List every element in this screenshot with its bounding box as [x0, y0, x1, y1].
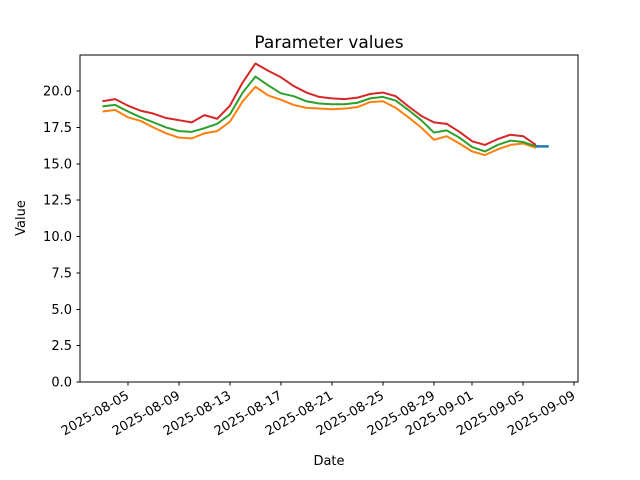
y-tick-label: 12.5 [43, 194, 72, 209]
y-tick-label: 7.5 [51, 266, 72, 281]
y-tick-label: 10.0 [43, 230, 72, 245]
axes-border [79, 54, 579, 383]
y-tick-label: 0.0 [51, 376, 72, 391]
y-tick-label: 17.5 [43, 121, 72, 136]
chart-title: Parameter values [254, 33, 403, 53]
series-line-red [102, 62, 537, 146]
x-axis-label: Date [313, 454, 344, 469]
y-tick-label: 15.0 [43, 157, 72, 172]
y-tick-label: 5.0 [51, 303, 72, 318]
y-tick-label: 2.5 [51, 339, 72, 354]
y-axis-label: Value [14, 200, 29, 236]
series-line-orange [102, 85, 537, 157]
series-line-green [102, 75, 537, 153]
y-tick-label: 20.0 [43, 85, 72, 100]
